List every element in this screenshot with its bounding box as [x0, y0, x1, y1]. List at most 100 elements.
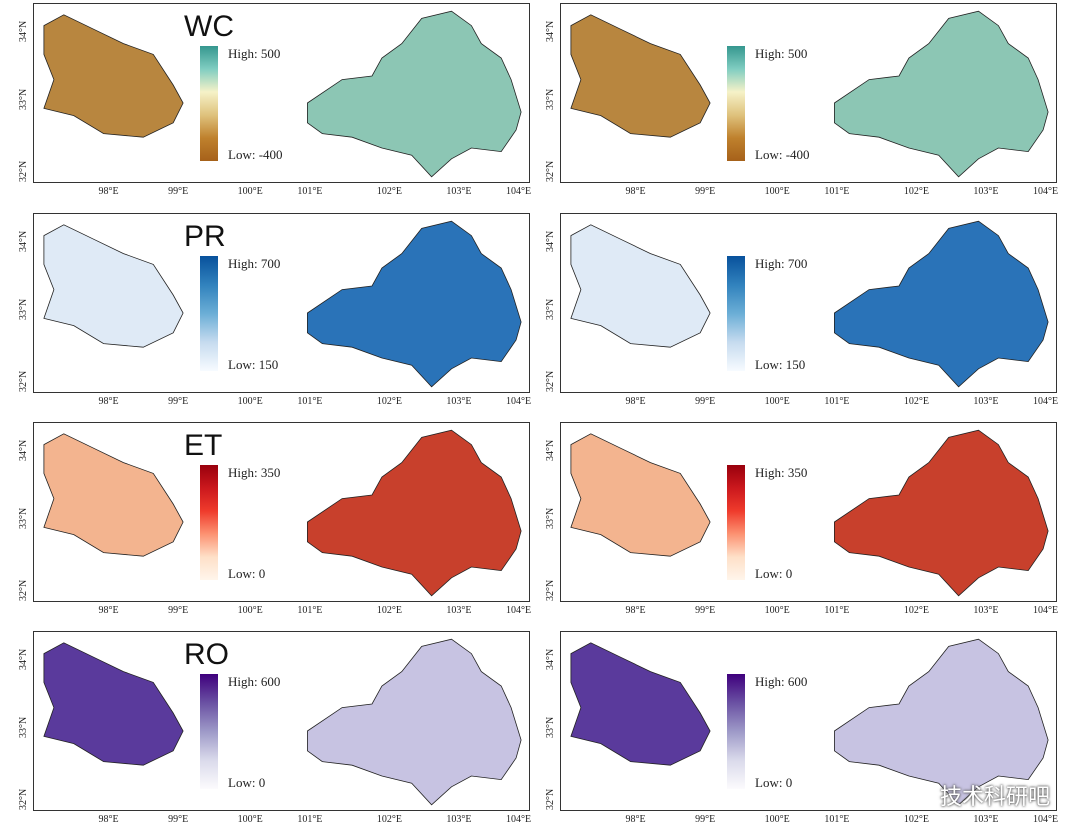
map-frame: PR High: 700 Low: 150	[33, 213, 530, 393]
variable-label: PR	[184, 220, 226, 253]
x-tick-label: 103°E	[973, 396, 999, 407]
east-region-shape	[306, 220, 522, 388]
x-tick-label: 100°E	[764, 605, 790, 616]
west-region-shape	[570, 14, 711, 138]
legend-high-label: High: 500	[755, 46, 808, 61]
x-tick-label: 103°E	[446, 814, 472, 825]
watermark-text: 技术科研吧	[939, 785, 1050, 810]
x-tick-label: 99°E	[168, 814, 189, 825]
x-tick-label: 98°E	[625, 814, 646, 825]
west-region-shape	[570, 224, 711, 348]
map-frame: High: 500 Low: -400	[560, 3, 1057, 183]
x-tick-label: 100°E	[237, 186, 263, 197]
legend-colorbar	[727, 256, 745, 371]
x-tick-label: 104°E	[506, 605, 532, 616]
x-tick-label: 103°E	[446, 396, 472, 407]
legend-low-label: Low: 0	[755, 566, 793, 581]
y-tick-label: 33°N	[545, 88, 556, 111]
x-tick-label: 99°E	[168, 186, 189, 197]
y-tick-label: 34°N	[545, 20, 556, 42]
x-tick-label: 103°E	[973, 814, 999, 825]
legend-low-label: Low: 150	[755, 357, 806, 372]
y-tick-label: 34°N	[18, 230, 29, 252]
map-frame: High: 350 Low: 0	[560, 422, 1057, 602]
map-svg	[570, 10, 1049, 178]
legend-colorbar	[200, 256, 218, 371]
x-tick-label: 99°E	[168, 396, 189, 407]
x-tick-label: 101°E	[824, 814, 850, 825]
map-svg	[43, 429, 522, 597]
x-tick-label: 102°E	[903, 186, 929, 197]
y-tick-label: 32°N	[545, 788, 556, 811]
x-tick-label: 103°E	[446, 605, 472, 616]
legend-low-label: Low: 150	[228, 357, 279, 372]
legend-high-label: High: 350	[228, 465, 281, 480]
map-svg	[43, 10, 522, 178]
legend-high-label: High: 350	[755, 465, 808, 480]
y-tick-label: 32°N	[545, 579, 556, 602]
y-tick-label: 34°N	[545, 648, 556, 670]
map-svg	[570, 220, 1049, 388]
legend-low-label: Low: 0	[228, 566, 266, 581]
legend-high-label: High: 500	[228, 46, 281, 61]
legend-low-label: Low: 0	[755, 775, 793, 790]
map-svg	[43, 638, 522, 806]
legend-high-label: High: 700	[755, 256, 808, 271]
x-tick-label: 98°E	[98, 605, 119, 616]
map-frame: High: 700 Low: 150	[560, 213, 1057, 393]
x-tick-label: 99°E	[695, 605, 716, 616]
x-tick-label: 102°E	[376, 186, 402, 197]
x-tick-label: 103°E	[973, 186, 999, 197]
x-tick-label: 101°E	[297, 605, 323, 616]
x-tick-label: 102°E	[376, 814, 402, 825]
x-tick-label: 99°E	[168, 605, 189, 616]
legend-colorbar	[727, 674, 745, 789]
variable-label: WC	[184, 10, 234, 43]
x-tick-label: 103°E	[446, 186, 472, 197]
y-tick-label: 34°N	[545, 230, 556, 252]
x-tick-label: 100°E	[764, 186, 790, 197]
y-tick-label: 33°N	[18, 298, 29, 321]
x-tick-label: 100°E	[764, 814, 790, 825]
map-svg	[570, 429, 1049, 597]
x-tick-label: 98°E	[98, 814, 119, 825]
legend-colorbar	[200, 465, 218, 580]
x-tick-label: 104°E	[506, 186, 532, 197]
x-tick-label: 99°E	[695, 814, 716, 825]
west-region-shape	[570, 433, 711, 557]
x-tick-label: 99°E	[695, 186, 716, 197]
map-frame: RO High: 600 Low: 0	[33, 631, 530, 811]
y-tick-label: 32°N	[18, 579, 29, 602]
west-region-shape	[43, 433, 184, 557]
east-region-shape	[833, 10, 1049, 178]
x-tick-label: 102°E	[903, 605, 929, 616]
legend-high-label: High: 700	[228, 256, 281, 271]
west-region-shape	[570, 642, 711, 766]
y-tick-label: 32°N	[545, 370, 556, 393]
x-tick-label: 100°E	[764, 396, 790, 407]
x-tick-label: 100°E	[237, 396, 263, 407]
y-tick-label: 32°N	[18, 160, 29, 183]
x-tick-label: 101°E	[297, 396, 323, 407]
y-tick-label: 34°N	[18, 648, 29, 670]
west-region-shape	[43, 642, 184, 766]
variable-label: ET	[184, 429, 223, 462]
x-tick-label: 102°E	[376, 605, 402, 616]
x-tick-label: 100°E	[237, 814, 263, 825]
y-tick-label: 33°N	[545, 507, 556, 530]
east-region-shape	[306, 10, 522, 178]
x-tick-label: 103°E	[973, 605, 999, 616]
east-region-shape	[306, 429, 522, 597]
west-region-shape	[43, 224, 184, 348]
y-tick-label: 32°N	[18, 788, 29, 811]
y-tick-label: 34°N	[18, 439, 29, 461]
legend-low-label: Low: -400	[755, 147, 810, 162]
x-tick-label: 104°E	[1033, 814, 1059, 825]
x-tick-label: 102°E	[903, 396, 929, 407]
map-svg	[43, 220, 522, 388]
y-tick-label: 34°N	[18, 20, 29, 42]
x-tick-label: 104°E	[1033, 396, 1059, 407]
y-tick-label: 33°N	[545, 298, 556, 321]
y-tick-label: 33°N	[545, 716, 556, 739]
variable-label: RO	[184, 638, 229, 671]
